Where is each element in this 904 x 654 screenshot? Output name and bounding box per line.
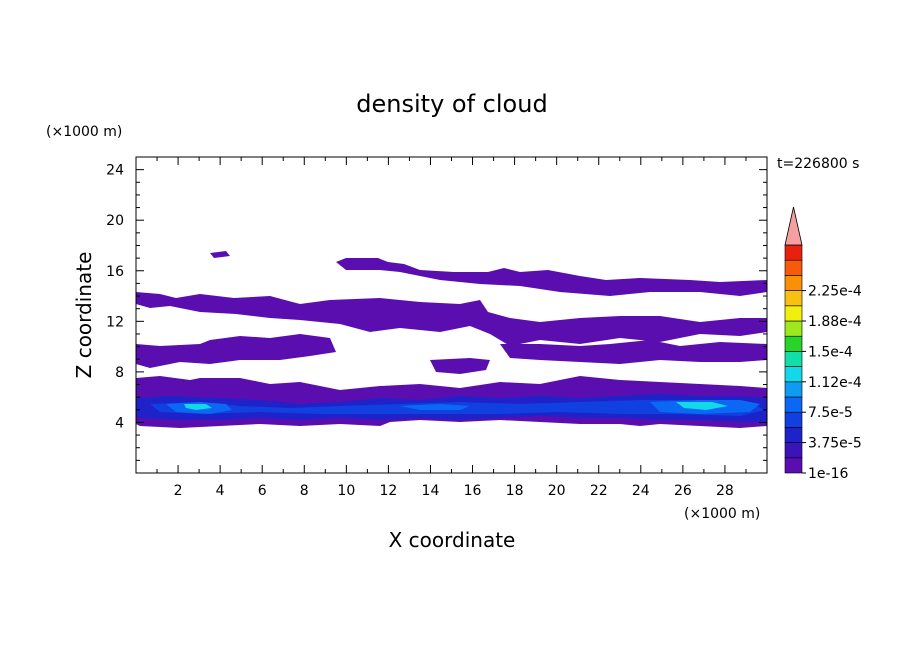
colorbar-level — [784, 411, 803, 428]
x-axis-label: X coordinate — [389, 528, 516, 552]
colorbar-level — [784, 381, 803, 398]
colorbar-extend-arrow — [784, 206, 803, 246]
colorbar-label: 3.75e-5 — [808, 436, 862, 452]
colorbar-label: 1.5e-4 — [808, 344, 853, 360]
colorbar-label: 7.5e-5 — [808, 405, 853, 421]
y-tick-label: 4 — [115, 415, 124, 431]
x-tick-label: 24 — [632, 483, 650, 499]
cloud-region-8km-east — [500, 340, 767, 364]
cloud-region-12km — [136, 292, 767, 346]
colorbar-level — [784, 259, 803, 276]
colorbar-level — [784, 396, 803, 413]
y-tick-label: 16 — [106, 264, 124, 280]
x-tick-label: 6 — [258, 483, 267, 499]
colorbar-level — [784, 427, 803, 443]
density-streak-mid — [400, 404, 470, 410]
y-axis: 4 8 12 16 20 24 — [106, 163, 767, 461]
colorbar-label: 2.25e-4 — [808, 284, 862, 300]
x-tick-label: 10 — [337, 483, 355, 499]
cloud-region-upper — [336, 258, 767, 296]
colorbar-level — [784, 305, 803, 322]
max-density-patch-2-core — [676, 402, 728, 410]
x-tick-label: 22 — [590, 483, 608, 499]
y-tick-label: 12 — [106, 314, 124, 330]
colorbar-label: 1.88e-4 — [808, 314, 862, 330]
cloud-region-8km-mid — [430, 358, 490, 374]
cloud-region-8km — [136, 334, 336, 368]
colorbar-level — [784, 275, 803, 291]
x-tick-label: 2 — [174, 483, 183, 499]
colorbar-level — [784, 442, 803, 459]
y-tick-label: 8 — [115, 365, 124, 381]
x-tick-label: 16 — [464, 483, 482, 499]
colorbar-level — [784, 366, 803, 383]
x-tick-label: 14 — [422, 483, 440, 499]
colorbar-level — [784, 244, 803, 261]
x-unit-label: (×1000 m) — [684, 506, 760, 522]
colorbar-level — [784, 320, 803, 337]
x-tick-label: 28 — [716, 483, 734, 499]
colorbar: 1e-16 3.75e-5 7.5e-5 1.12e-4 1.5e-4 1.88e-4 2.… — [784, 206, 862, 482]
colorbar-level — [784, 290, 803, 307]
colorbar-level — [784, 335, 803, 352]
colorbar-label: 1.12e-4 — [808, 375, 862, 391]
max-density-patch-1-core — [184, 404, 212, 410]
time-label: t=226800 s — [777, 156, 859, 172]
x-tick-label: 4 — [216, 483, 225, 499]
plot-area — [136, 251, 767, 428]
x-tick-label: 18 — [506, 483, 524, 499]
y-unit-label: (×1000 m) — [46, 124, 122, 140]
x-tick-label: 26 — [674, 483, 692, 499]
chart-title: density of cloud — [356, 90, 547, 118]
x-axis: 2 4 6 8 10 12 14 16 18 20 22 24 26 28 — [156, 157, 747, 499]
colorbar-label: 1e-16 — [808, 466, 848, 482]
colorbar-level — [784, 351, 803, 367]
x-tick-label: 12 — [379, 483, 397, 499]
x-tick-label: 8 — [300, 483, 309, 499]
cloud-region-small — [210, 251, 230, 258]
y-tick-label: 20 — [106, 213, 124, 229]
y-tick-label: 24 — [106, 163, 124, 179]
colorbar-level — [784, 457, 803, 474]
y-axis-label: Z coordinate — [72, 252, 96, 379]
x-tick-label: 20 — [548, 483, 566, 499]
